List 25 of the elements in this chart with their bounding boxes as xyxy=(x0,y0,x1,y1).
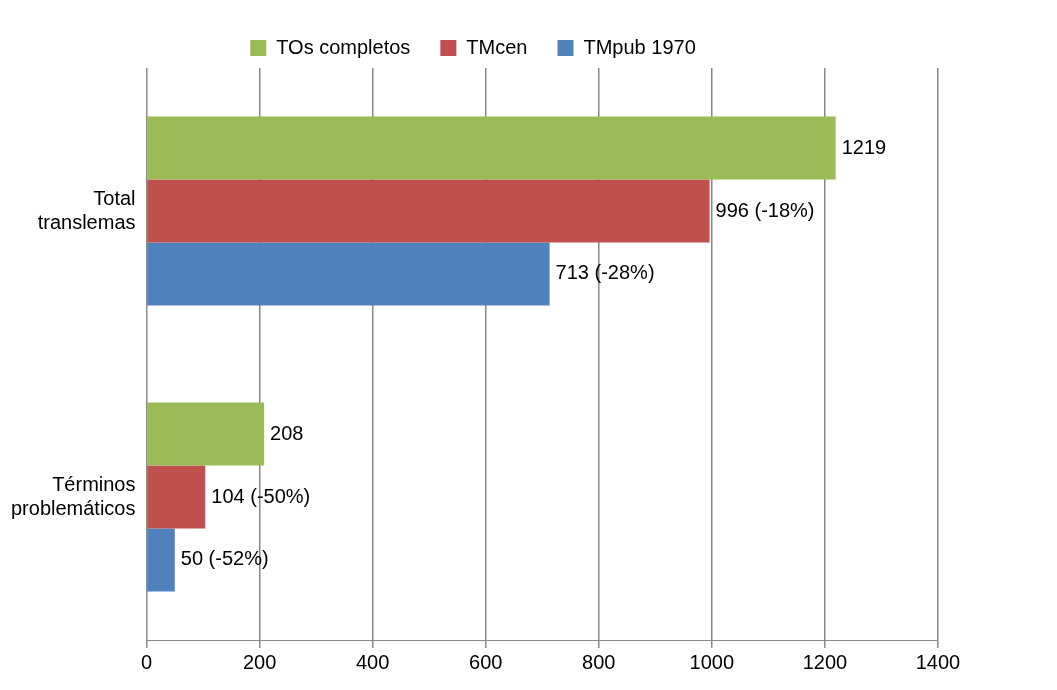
x-tick-label: 1200 xyxy=(802,650,848,673)
data-label: 104 (-50%) xyxy=(211,484,311,507)
y-tick-label: Total translemas xyxy=(37,186,136,233)
bar xyxy=(147,528,175,592)
legend-label: TOs completos xyxy=(276,35,411,58)
bar xyxy=(147,179,710,243)
bar xyxy=(147,116,836,180)
bar xyxy=(147,242,550,306)
legend-label: TMpub 1970 xyxy=(583,35,696,58)
data-label: 996 (-18%) xyxy=(715,198,815,221)
x-tick-label: 200 xyxy=(242,650,277,673)
x-tick-label: 0 xyxy=(140,650,153,673)
bar xyxy=(147,402,265,466)
data-label: 50 (-52%) xyxy=(180,547,269,570)
x-tick-label: 400 xyxy=(355,650,390,673)
y-tick-label: Términos problemáticos xyxy=(10,472,136,519)
x-tick-label: 1000 xyxy=(689,650,735,673)
legend-label: TMcen xyxy=(466,35,528,58)
data-label: 1219 xyxy=(841,135,887,158)
x-tick-label: 800 xyxy=(582,650,616,673)
data-label: 208 xyxy=(270,421,304,444)
data-label: 713 (-28%) xyxy=(555,261,655,284)
x-tick-label: 600 xyxy=(469,650,503,673)
x-tick-label: 1400 xyxy=(915,650,961,673)
bar xyxy=(147,465,206,529)
